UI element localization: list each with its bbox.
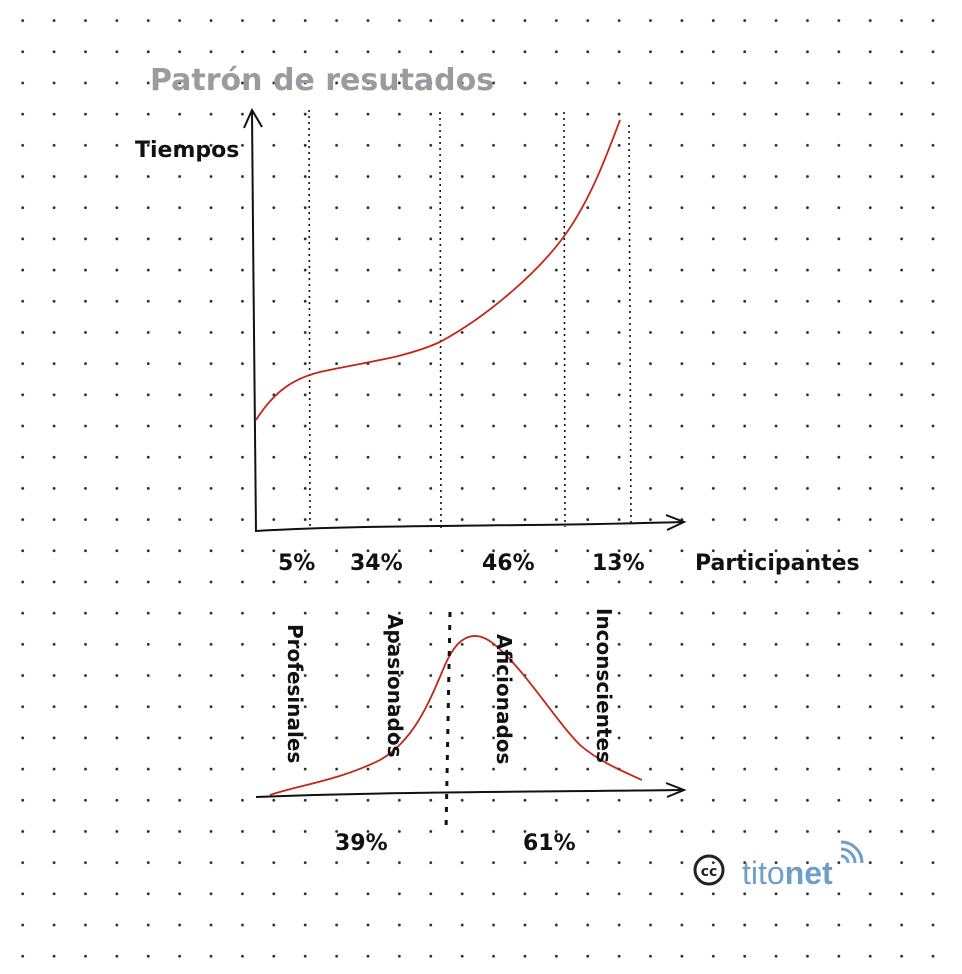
divider-2 [439, 111, 442, 529]
y-axis-arrow [243, 107, 263, 129]
segment-dividers [308, 109, 632, 531]
bottom-x-axis [255, 789, 683, 798]
category-apasionados: Apasionados [383, 614, 407, 758]
cc-icon [693, 854, 725, 886]
segment-label-1: 5% [278, 551, 315, 576]
brand-part1: tito [742, 855, 785, 891]
time-curve [255, 119, 621, 421]
divider-4 [628, 124, 632, 526]
bottom-x-axis-arrow [665, 782, 687, 798]
split-label-right: 61% [523, 831, 576, 856]
segment-label-3: 46% [482, 551, 535, 576]
segment-label-2: 34% [350, 551, 403, 576]
x-axis [255, 521, 683, 532]
cc-icon-text: cc [701, 864, 718, 880]
brand-part2: net [785, 855, 833, 891]
x-axis-arrow [665, 514, 687, 531]
category-inconscientes: Inconscientes [592, 608, 616, 763]
y-axis [251, 111, 257, 533]
x-axis-label: Participantes [695, 551, 860, 576]
divider-3 [563, 111, 566, 528]
wifi-icon [840, 840, 864, 864]
page-title: Patrón de resutados [150, 63, 494, 98]
category-aficionados: Aficionados [492, 634, 516, 764]
split-label-left: 39% [335, 831, 388, 856]
y-axis-label: Tiempos [135, 138, 239, 163]
titonet-logo: cc titonet [693, 840, 864, 891]
divider-1 [308, 109, 311, 531]
category-profesinales: Profesinales [283, 624, 307, 763]
split-divider [444, 611, 452, 833]
distribution-curve [269, 635, 643, 796]
brand-name: titonet [742, 855, 833, 891]
segment-label-4: 13% [592, 551, 645, 576]
